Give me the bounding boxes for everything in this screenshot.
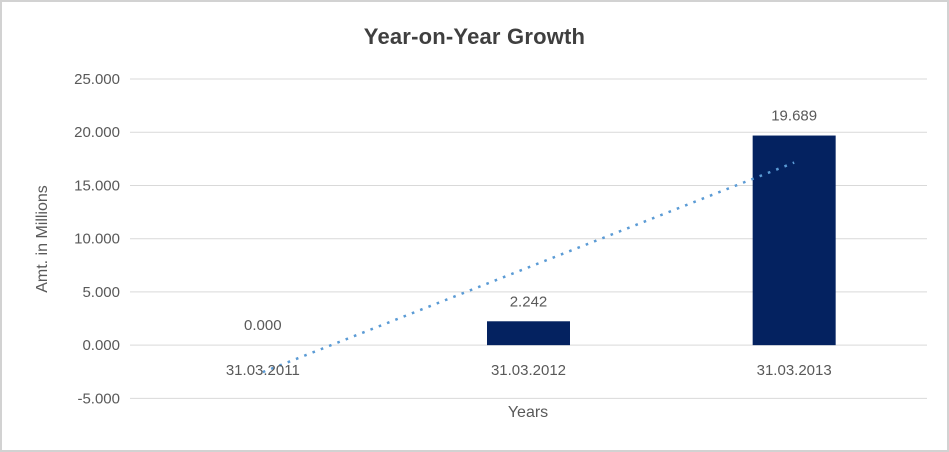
data-label: 2.242 [510, 293, 548, 310]
x-category-label: 31.03.2013 [757, 362, 832, 379]
y-tick-label: 5.000 [82, 284, 120, 301]
bar [752, 135, 836, 346]
x-category-label: 31.03.2011 [226, 362, 300, 379]
trendline [262, 161, 795, 374]
data-label: 19.689 [771, 108, 817, 125]
x-axis-title: Years [507, 404, 549, 421]
data-label: 0.000 [244, 317, 282, 334]
y-tick-label: 0.000 [82, 337, 120, 354]
y-tick-label: 10.000 [74, 231, 120, 248]
y-tick-label: 25.000 [74, 71, 120, 88]
chart-title: Year-on-Year Growth [363, 24, 586, 49]
y-tick-label: 20.000 [74, 124, 120, 141]
bar [487, 321, 570, 346]
x-category-label: 31.03.2012 [491, 362, 566, 379]
y-tick-label: -5.000 [77, 390, 120, 407]
y-tick-label: 15.000 [74, 177, 120, 194]
